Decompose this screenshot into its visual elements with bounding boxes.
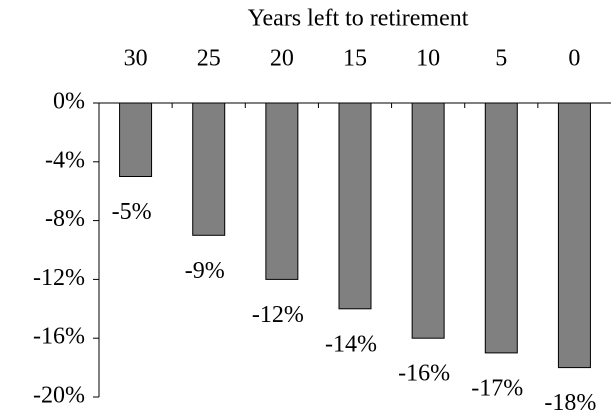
y-tick-label: 0% <box>53 89 85 115</box>
bar <box>484 102 518 354</box>
value-label: -12% <box>252 302 304 328</box>
x-tick-label: 0 <box>568 46 580 72</box>
x-tick-label: 5 <box>495 46 507 72</box>
y-tick-label: -8% <box>45 206 85 232</box>
bar <box>557 102 591 369</box>
bar <box>265 102 299 280</box>
value-label: -9% <box>185 258 225 284</box>
x-tick-label: 20 <box>270 46 294 72</box>
x-tick-label: 10 <box>416 46 440 72</box>
bar <box>411 102 445 339</box>
value-label: -17% <box>471 375 523 401</box>
bar <box>338 102 372 310</box>
y-tick-label: -20% <box>33 383 85 409</box>
y-tick-label: -4% <box>45 147 85 173</box>
y-tick-label: -12% <box>33 265 85 291</box>
bar <box>192 102 226 236</box>
value-label: -5% <box>112 199 152 225</box>
x-axis-title: Years left to retirement <box>248 6 469 32</box>
y-tick-label: -16% <box>33 324 85 350</box>
value-label: -14% <box>325 331 377 357</box>
x-tick-label: 25 <box>197 46 221 72</box>
x-tick-label: 30 <box>124 46 148 72</box>
value-label: -16% <box>398 361 450 387</box>
bar <box>119 102 153 177</box>
value-label: -18% <box>544 390 596 413</box>
x-tick-label: 15 <box>343 46 367 72</box>
